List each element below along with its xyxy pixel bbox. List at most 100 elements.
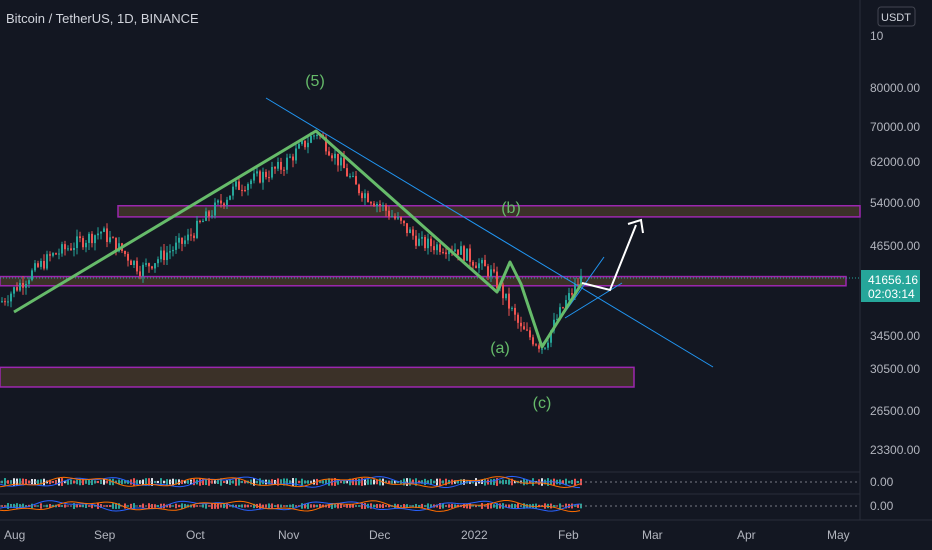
indicator2-bar [133, 503, 135, 509]
candle-body [223, 203, 225, 206]
price-axis[interactable]: 10 USDT 80000.00 70000.00 62000.00 54000… [861, 6, 920, 513]
indicator1-bar [82, 478, 84, 486]
indicator1-bar [442, 480, 444, 484]
indicator2-bar [328, 504, 330, 508]
candle-body [286, 157, 288, 170]
candle-body [232, 186, 234, 196]
candle-body [406, 223, 408, 233]
candle-body [556, 318, 558, 320]
time-label-oct: Oct [186, 528, 205, 542]
indicator2-bar [403, 504, 405, 508]
candle-body [379, 203, 381, 206]
candle-body [463, 246, 465, 261]
candle-body [355, 176, 357, 185]
candle-body [448, 250, 450, 255]
indicator2-bar [127, 505, 129, 507]
candle-body [373, 203, 375, 207]
indicator1-bar [103, 479, 105, 485]
candle-body [436, 244, 438, 251]
indicator2-bar [472, 505, 474, 507]
indicator1-bar [148, 478, 150, 486]
candle-body [295, 148, 297, 161]
indicator1-bar [337, 479, 339, 485]
candle-body [352, 176, 354, 178]
candle-body [4, 301, 6, 303]
indicator2-bar [508, 504, 510, 508]
candle-body [112, 237, 114, 239]
indicator1-bar [157, 480, 159, 484]
time-axis[interactable]: Aug Sep Oct Nov Dec 2022 Feb Mar Apr May [4, 528, 850, 542]
candle-body [502, 284, 504, 299]
candle-body [292, 156, 294, 161]
candle-body [529, 330, 531, 338]
indicator1-bar [283, 478, 285, 486]
candle-body [310, 136, 312, 143]
indicator1-bar [172, 478, 174, 486]
indicator2-bar [478, 505, 480, 507]
indicator2-bar [13, 503, 15, 509]
indicator2-bar [52, 504, 54, 508]
candle-body [280, 161, 282, 170]
candle-body [37, 263, 39, 267]
time-label-may: May [827, 528, 850, 542]
candle-body [532, 337, 534, 345]
price-label-54000: 54000.00 [870, 196, 920, 210]
bar-countdown: 02:03:14 [868, 287, 915, 301]
price-label-80000: 80000.00 [870, 81, 920, 95]
indicator2-bar [103, 505, 105, 507]
candle-body [511, 307, 513, 309]
currency-badge[interactable] [877, 6, 916, 27]
candle-body [10, 293, 12, 302]
indicator1-bar [343, 480, 345, 484]
candle-body [136, 260, 138, 272]
candle-body [394, 216, 396, 219]
candle-body [526, 329, 528, 331]
time-label-apr: Apr [737, 528, 756, 542]
candle-body [274, 166, 276, 169]
indicator2-bar [553, 505, 555, 507]
candle-body [376, 203, 378, 207]
price-label-30500: 30500.00 [870, 362, 920, 376]
indicator1-bar [133, 478, 135, 486]
indicator1-bar [493, 478, 495, 486]
indicator1-bar [577, 480, 579, 484]
candle-body [46, 254, 48, 269]
candle-body [256, 171, 258, 174]
indicator1-bar [277, 478, 279, 486]
indicator1-bar [268, 479, 270, 485]
indicator1-bar [178, 479, 180, 485]
indicator2-bar [142, 503, 144, 509]
indicator2-bar [148, 503, 150, 509]
candle-body [331, 155, 333, 159]
indicator1-bar [292, 478, 294, 486]
candle-body [25, 283, 27, 288]
candle-body [361, 193, 363, 199]
symbol-title[interactable]: Bitcoin / TetherUS, 1D, BINANCE [6, 11, 199, 26]
candle-body [70, 248, 72, 251]
candle-body [100, 231, 102, 234]
candle-body [412, 229, 414, 236]
candle-body [550, 330, 552, 343]
candle-body [580, 275, 582, 285]
indicator1-bar [427, 480, 429, 484]
candle-body [289, 156, 291, 158]
indicator2-bar [37, 505, 39, 507]
indicator1-zero-label: 0.00 [870, 475, 894, 489]
candle-body [172, 249, 174, 252]
candle-body [571, 293, 573, 295]
candle-body [454, 249, 456, 252]
indicator1-bar [22, 478, 24, 486]
candle-body [118, 243, 120, 252]
indicator2-bar [412, 505, 414, 507]
indicator1-bar [58, 478, 60, 486]
candle-body [385, 205, 387, 211]
indicator2-bar [493, 504, 495, 508]
candle-body [106, 228, 108, 242]
indicator2-bar [193, 504, 195, 508]
candle-body [226, 199, 228, 206]
candle-body [244, 189, 246, 191]
indicator2-bar [217, 503, 219, 509]
time-label-feb: Feb [558, 528, 579, 542]
wave-c-label: (c) [533, 395, 552, 412]
